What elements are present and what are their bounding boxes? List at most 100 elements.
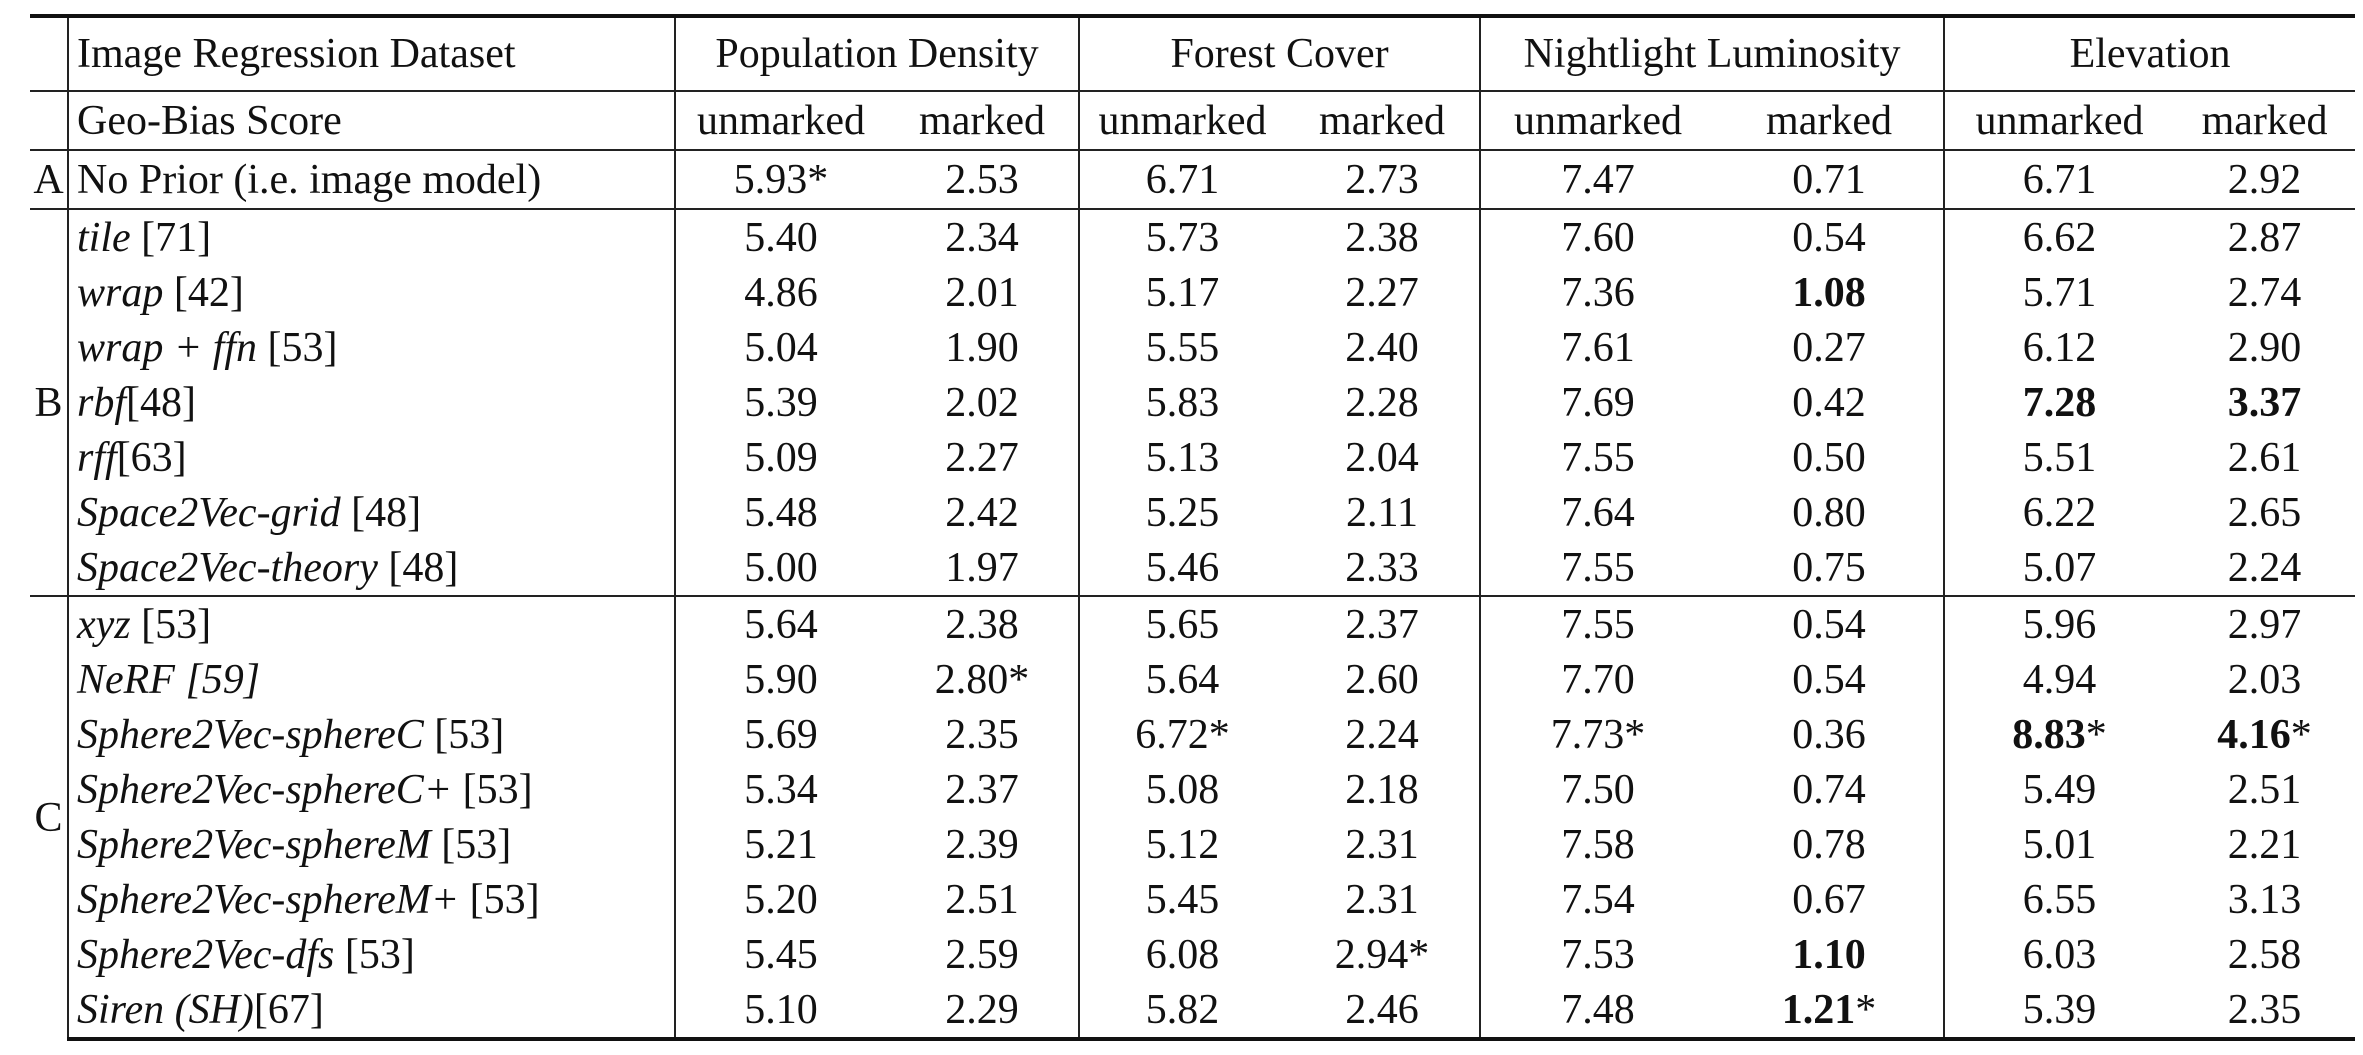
score-value: 7.61: [1561, 324, 1635, 371]
score-value: 2.87: [2227, 214, 2302, 261]
score-cell: 5.08: [1079, 762, 1285, 817]
score-value: 6.55: [2022, 876, 2097, 923]
score-value: 4.16: [2217, 711, 2291, 758]
method-name: wrap: [77, 269, 164, 316]
score-value: 5.13: [1145, 434, 1220, 481]
score-value: 7.73*: [1550, 711, 1646, 758]
score-value: 5.40: [744, 214, 818, 261]
score-cell: 2.87: [2174, 208, 2356, 265]
score-value: 5.45: [1145, 876, 1220, 923]
score-value: 7.50: [1561, 766, 1635, 813]
score-cell: 5.82: [1079, 982, 1286, 1041]
score-value: 5.55: [1145, 324, 1220, 371]
score-cell: 7.55: [1480, 430, 1715, 485]
score-cell: 2.35: [886, 707, 1081, 762]
score-value: 5.39: [744, 379, 818, 426]
score-cell: 5.10: [675, 982, 886, 1041]
score-cell: 5.09: [675, 430, 886, 485]
score-value: 5.71: [2022, 269, 2097, 316]
method-name-cell: Sphere2Vec-sphereM [53]: [68, 817, 676, 872]
score-value: 2.42: [945, 489, 1019, 536]
score-value: 0.75: [1792, 544, 1866, 591]
sub-header-unmarked: unmarked: [675, 90, 886, 150]
score-value: 2.51: [2227, 766, 2302, 813]
score-cell: 2.53: [886, 149, 1081, 209]
score-cell: 6.03: [1944, 927, 2174, 982]
results-table-container: Image Regression Dataset Population Dens…: [30, 14, 2356, 1041]
method-reference: [53]: [257, 324, 338, 371]
score-value: 2.59: [945, 931, 1019, 978]
score-cell: 0.74: [1715, 762, 1946, 817]
method-name-cell: Space2Vec-theory [48]: [68, 540, 676, 596]
score-cell: 2.40: [1285, 320, 1482, 375]
score-cell: 5.39: [1944, 982, 2175, 1041]
score-cell: 0.54: [1715, 652, 1946, 707]
sub-header-unmarked: unmarked: [1480, 90, 1716, 150]
score-value: 2.74: [2227, 269, 2302, 316]
score-value: 0.36: [1792, 711, 1866, 758]
method-name-cell: Space2Vec-grid [48]: [68, 485, 676, 540]
score-value: 5.96: [2022, 601, 2097, 648]
score-cell: 6.08: [1079, 927, 1285, 982]
score-value: 2.46: [1345, 986, 1419, 1033]
score-value: 5.21: [744, 821, 818, 868]
score-cell: 6.72*: [1079, 707, 1285, 762]
score-value: 4.94: [2022, 656, 2097, 703]
score-value: 5.83: [1145, 379, 1220, 426]
score-value: 2.04: [1345, 434, 1419, 481]
score-cell: 0.67: [1715, 872, 1946, 927]
empty-corner-cell: [30, 90, 69, 150]
score-cell: 5.64: [675, 595, 886, 652]
score-value: 6.03: [2022, 931, 2097, 978]
score-cell: 3.13: [2174, 872, 2355, 927]
score-value: 5.08: [1145, 766, 1220, 813]
score-value: 2.03: [2227, 656, 2302, 703]
sub-header-unmarked: unmarked: [1944, 90, 2175, 150]
score-value: 5.01: [2022, 821, 2097, 868]
score-value: 2.02: [945, 379, 1019, 426]
method-name-cell: wrap + ffn [53]: [68, 320, 676, 375]
method-reference: [53]: [334, 931, 415, 978]
table-row: Sphere2Vec-dfs [53] 5.45 2.59 6.08 2.94* 7.53…: [30, 927, 2355, 982]
method-name-cell: rff[63]: [68, 430, 676, 485]
table-row: Siren (SH)[67] 5.10 2.29 5.82 2.46 7.48 1.21* 5…: [30, 982, 2356, 1041]
table-row: Space2Vec-theory [48] 5.00 1.97 5.46 2.33 7.5…: [30, 540, 2355, 596]
score-value: 2.24: [1345, 711, 1419, 758]
score-cell: 2.61: [2174, 430, 2355, 485]
method-name: xyz: [77, 601, 131, 648]
score-cell: 5.21: [675, 817, 886, 872]
score-value: 7.54: [1561, 876, 1635, 923]
score-cell: 7.60: [1480, 208, 1716, 265]
score-cell: 7.36: [1480, 265, 1715, 320]
score-cell: 4.94: [1944, 652, 2174, 707]
score-cell: 6.12: [1944, 320, 2174, 375]
method-name: tile: [77, 214, 131, 261]
score-cell: 7.48: [1480, 982, 1716, 1041]
score-cell: 5.45: [1079, 872, 1285, 927]
score-cell: 2.97: [2174, 595, 2356, 652]
score-cell: 2.01: [886, 265, 1081, 320]
score-cell: 6.71: [1079, 149, 1286, 209]
method-name-cell: rbf[48]: [68, 375, 676, 430]
dataset-column-label: Image Regression Dataset: [68, 14, 676, 91]
score-cell: 2.51: [886, 872, 1081, 927]
score-value: 1.10: [1792, 931, 1866, 978]
score-cell: 0.54: [1715, 595, 1946, 652]
score-value: 4.86: [744, 269, 818, 316]
score-value: 2.38: [1345, 214, 1419, 261]
score-value: 1.97: [945, 544, 1019, 591]
score-value: 6.08: [1145, 931, 1220, 978]
score-value: 2.51: [945, 876, 1019, 923]
method-reference: [53]: [423, 711, 505, 758]
score-cell: 2.73: [1285, 149, 1482, 209]
score-cell: 7.47: [1480, 149, 1716, 209]
score-value: 2.35: [945, 711, 1019, 758]
score-value: 0.27: [1792, 324, 1866, 371]
significance-mark: *: [1855, 986, 1877, 1033]
score-value: 5.00: [744, 544, 818, 591]
score-cell: 1.08: [1715, 265, 1946, 320]
score-value: 2.37: [1345, 601, 1419, 648]
table-row: rbf[48] 5.39 2.02 5.83 2.28 7.69 0.42 7.28 3.37: [30, 375, 2355, 430]
